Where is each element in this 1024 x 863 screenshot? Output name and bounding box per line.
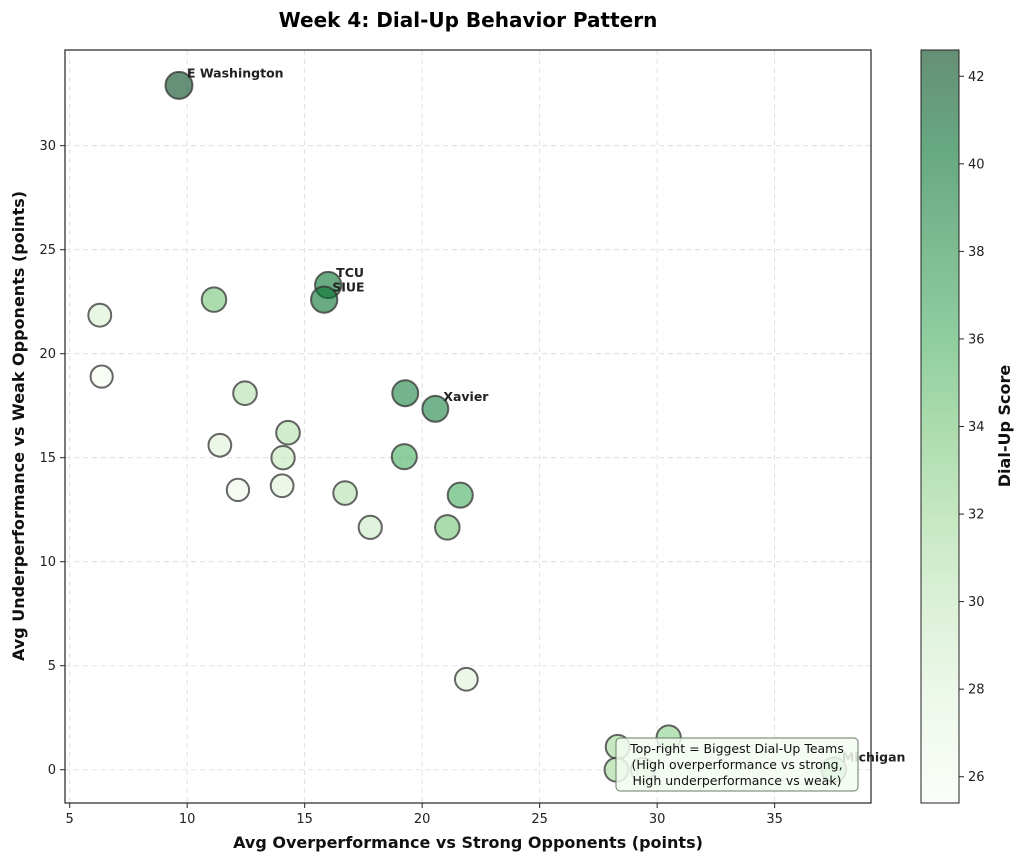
colorbar-tick-label: 30 (968, 595, 985, 610)
data-point (87, 302, 113, 328)
x-tick-label: 25 (531, 812, 548, 827)
y-axis-label: Avg Underperformance vs Weak Opponents (… (9, 191, 28, 661)
data-point (200, 286, 228, 313)
data-point (390, 443, 418, 471)
colorbar-tick-label: 34 (968, 420, 985, 435)
data-point (446, 481, 474, 509)
data-point (421, 394, 450, 423)
colorbar-ticks: 26 28 30 32 34 36 38 40 42 (959, 70, 985, 785)
data-point (453, 666, 479, 692)
colorbar-tick-label: 36 (968, 332, 985, 347)
data-point (434, 514, 461, 541)
data-point (270, 445, 296, 471)
points (87, 70, 848, 784)
y-tick-label: 20 (39, 347, 56, 362)
x-tick-label: 10 (179, 812, 196, 827)
y-tick-label: 5 (48, 659, 56, 674)
x-axis-label: Avg Overperformance vs Strong Opponents … (233, 833, 703, 852)
data-point (225, 477, 251, 503)
data-point (207, 432, 233, 458)
data-point (310, 285, 339, 314)
point-label: SIUE (332, 280, 364, 295)
colorbar-tick-label: 26 (968, 770, 985, 785)
data-point (332, 480, 358, 506)
chart-title: Week 4: Dial-Up Behavior Pattern (279, 8, 658, 32)
plot-frame (64, 49, 872, 804)
data-point (232, 380, 258, 407)
x-tick-label: 30 (649, 812, 666, 827)
x-tick-label: 5 (66, 812, 74, 827)
colorbar-tick-label: 42 (968, 70, 985, 85)
y-tick-label: 10 (39, 555, 56, 570)
data-point (275, 419, 301, 446)
x-tick-label: 35 (766, 812, 783, 827)
axis-ticks: 5 10 15 20 25 30 35 0 5 10 15 20 25 30 (39, 139, 782, 827)
colorbar-tick-label: 40 (968, 157, 985, 172)
x-tick-label: 15 (296, 812, 313, 827)
point-label: Xavier (443, 389, 489, 404)
annotation-line-2: (High overperformance vs strong, (631, 757, 842, 772)
point-label: E Washington (187, 65, 284, 80)
data-point (269, 473, 295, 499)
annotation-line-3: High underperformance vs weak) (633, 773, 842, 788)
colorbar-gradient (920, 49, 960, 804)
y-tick-label: 30 (39, 139, 56, 154)
y-tick-label: 15 (39, 451, 56, 466)
point-label: TCU (336, 265, 364, 280)
colorbar-tick-label: 32 (968, 508, 985, 523)
data-point (391, 379, 420, 408)
annotation-line-1: Top-right = Biggest Dial-Up Teams (629, 741, 844, 756)
data-point (89, 364, 114, 389)
data-point (357, 514, 383, 540)
annotation-box: Top-right = Biggest Dial-Up Teams (High … (615, 737, 859, 792)
colorbar: 26 28 30 32 34 36 38 40 42 Dial-Up Score (920, 49, 1014, 804)
x-tick-label: 20 (414, 812, 431, 827)
colorbar-tick-label: 28 (968, 683, 985, 698)
colorbar-tick-label: 38 (968, 245, 985, 260)
data-point (164, 70, 194, 100)
y-tick-label: 25 (39, 243, 56, 258)
y-tick-label: 0 (48, 763, 56, 778)
colorbar-label: Dial-Up Score (995, 365, 1014, 488)
